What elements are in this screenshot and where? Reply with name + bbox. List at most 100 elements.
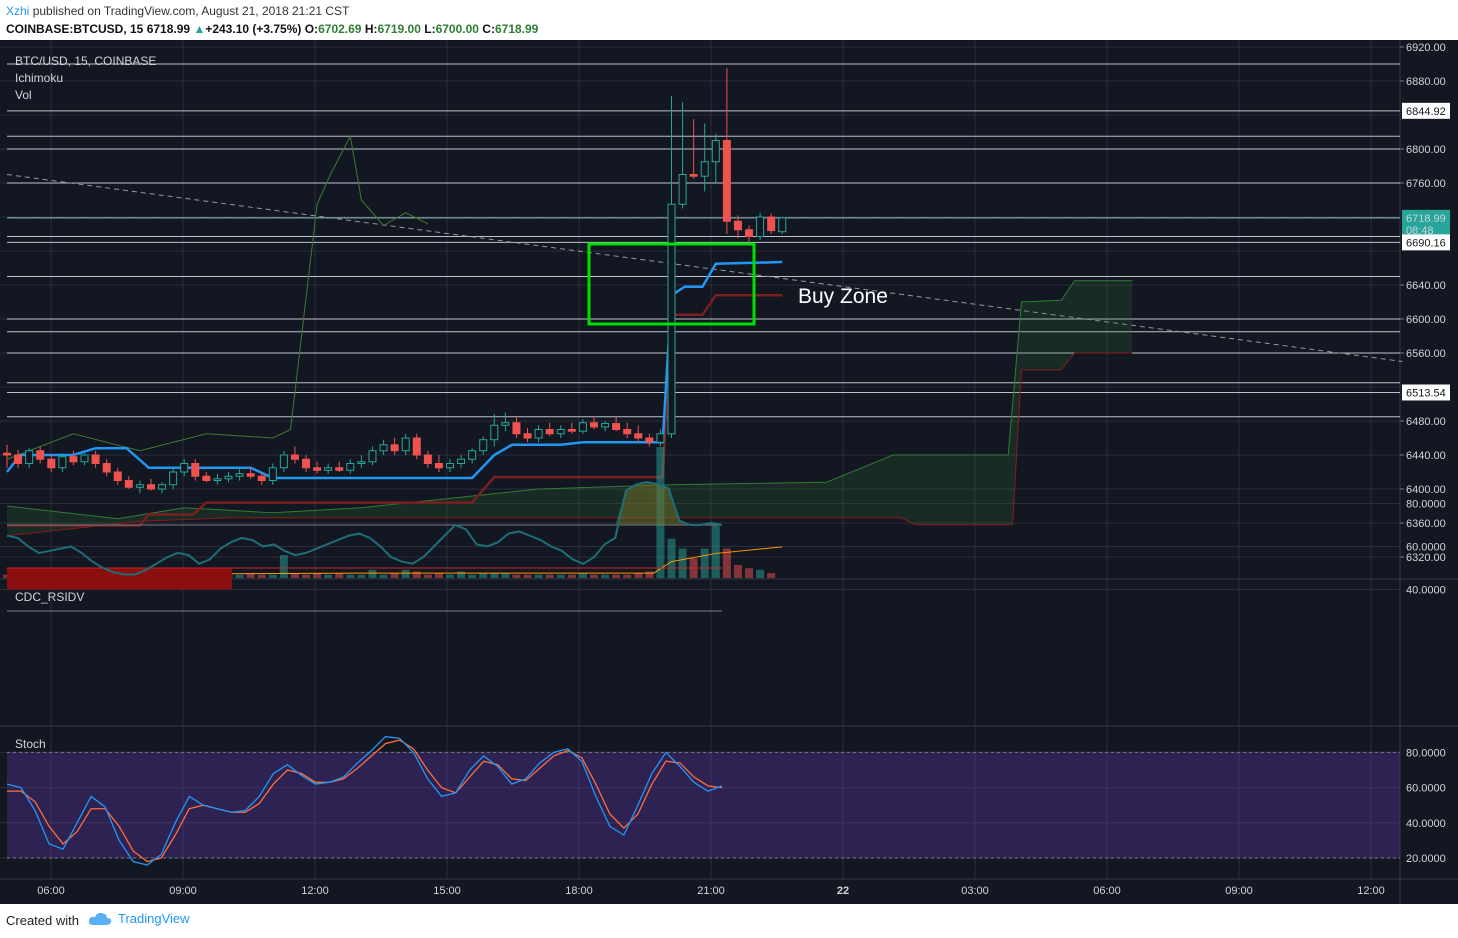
rsi-pane[interactable] [6,480,723,612]
candle-body[interactable] [545,429,554,435]
candle-body[interactable] [14,454,23,464]
candle-body[interactable] [457,458,466,464]
candle-body[interactable] [202,475,211,481]
candle-body[interactable] [158,484,167,490]
candle-body[interactable] [645,437,654,443]
candle-body[interactable] [656,433,665,443]
volume-bar [589,574,598,578]
time-axis-label: 03:00 [961,885,989,897]
candle-body[interactable] [446,463,454,469]
time-axis-label: 06:00 [37,885,65,897]
candle-body[interactable] [224,475,233,480]
candle-body[interactable] [412,437,421,456]
candle-body[interactable] [36,450,45,460]
candle-body[interactable] [434,463,443,469]
candle-body[interactable] [368,450,377,463]
candle-body[interactable] [357,461,366,464]
candle-body[interactable] [567,429,576,432]
price-axis-label: 6440.00 [1406,450,1446,462]
candle-body[interactable] [80,454,89,463]
trading-chart[interactable]: 6920.006880.006844.926800.006760.006718.… [0,40,1458,904]
candle-body[interactable] [69,456,78,463]
candle-body[interactable] [501,422,510,426]
stoch-d-line[interactable] [7,739,723,863]
candle-body[interactable] [767,216,776,232]
candle-body[interactable] [468,450,477,460]
candle-body[interactable] [523,433,532,439]
candle-body[interactable] [745,229,754,238]
stoch-k-line[interactable] [6,735,723,866]
stoch-legend[interactable]: Stoch [15,737,46,751]
candle-body[interactable] [124,480,133,488]
symbol-label: COINBASE:BTCUSD, 15 [6,22,144,36]
candle-body[interactable] [191,463,200,477]
candle-body[interactable] [313,467,322,471]
candle-body[interactable] [390,444,399,452]
candle-body[interactable] [335,467,344,471]
main-legend-title[interactable]: BTC/USD, 15, COINBASE [15,54,156,68]
time-axis[interactable]: 06:00 09:00 12:00 15:00 18:00 21:00 22 03:00 06:… [37,885,1385,897]
candle-body[interactable] [756,216,765,238]
candle-body[interactable] [213,478,222,481]
candle-body[interactable] [246,473,255,477]
stoch-pane[interactable] [6,735,1400,866]
time-axis-label: 18:00 [565,885,593,897]
candle-body[interactable] [711,140,720,163]
candle-body[interactable] [678,174,687,205]
candle-body[interactable] [268,467,277,481]
candle-body[interactable] [556,429,565,435]
candle-body[interactable] [612,423,621,430]
candle-body[interactable] [47,458,56,469]
candle-body[interactable] [490,424,499,441]
candle-body[interactable] [479,439,488,452]
ichimoku-legend[interactable]: Ichimoku [15,71,63,85]
candle-body[interactable] [290,454,299,460]
candle-body[interactable] [623,429,632,435]
stoch-axis-label: 20.0000 [1406,853,1446,865]
kijun-line [7,293,783,527]
candle-body[interactable] [302,458,311,469]
candle-body[interactable] [667,203,676,435]
candle-body[interactable] [279,454,288,469]
candle-body[interactable] [733,220,742,231]
candle-body[interactable] [700,161,709,177]
rsi-line[interactable] [6,480,723,576]
price-axis-label: 6320.00 [1406,552,1446,564]
candle-body[interactable] [91,454,100,464]
candle-body[interactable] [257,475,266,481]
candle-body[interactable] [25,450,34,464]
candle-body[interactable] [689,174,698,177]
candle-body[interactable] [113,471,122,481]
candle-body[interactable] [423,454,432,464]
candle-body[interactable] [58,456,67,469]
candle-body[interactable] [180,463,189,473]
candle-body[interactable] [634,433,643,439]
time-axis-label: 21:00 [697,885,725,897]
price-axis-label: 6480.00 [1406,416,1446,428]
candle-body[interactable] [578,422,587,432]
candle-body[interactable] [722,140,731,222]
candle-body[interactable] [601,423,610,428]
price-axis[interactable]: 6920.006880.006844.926800.006760.006718.… [1400,42,1450,865]
candle-body[interactable] [534,429,543,439]
candle-body[interactable] [589,422,598,428]
candle-body[interactable] [146,484,155,490]
candle-body[interactable] [324,467,333,471]
candle-body[interactable] [235,473,244,477]
candle-body[interactable] [379,444,388,452]
candle-body[interactable] [346,463,355,471]
candle-body[interactable] [102,463,111,473]
publisher-username[interactable]: Xzhi [6,4,30,18]
candle-body[interactable] [778,217,787,233]
rsi-legend[interactable]: CDC_RSIDV [15,590,84,604]
volume-bar [634,573,643,578]
main-pane[interactable] [3,63,1403,578]
candle-body[interactable] [135,484,144,488]
publish-header: Xzhi published on TradingView.com, Augus… [0,0,1458,40]
tradingview-brand[interactable]: TradingView [88,911,190,926]
volume-legend[interactable]: Vol [15,88,32,102]
candle-body[interactable] [512,422,521,435]
candle-body[interactable] [169,471,178,486]
candle-body[interactable] [3,452,11,456]
candle-body[interactable] [401,437,410,452]
